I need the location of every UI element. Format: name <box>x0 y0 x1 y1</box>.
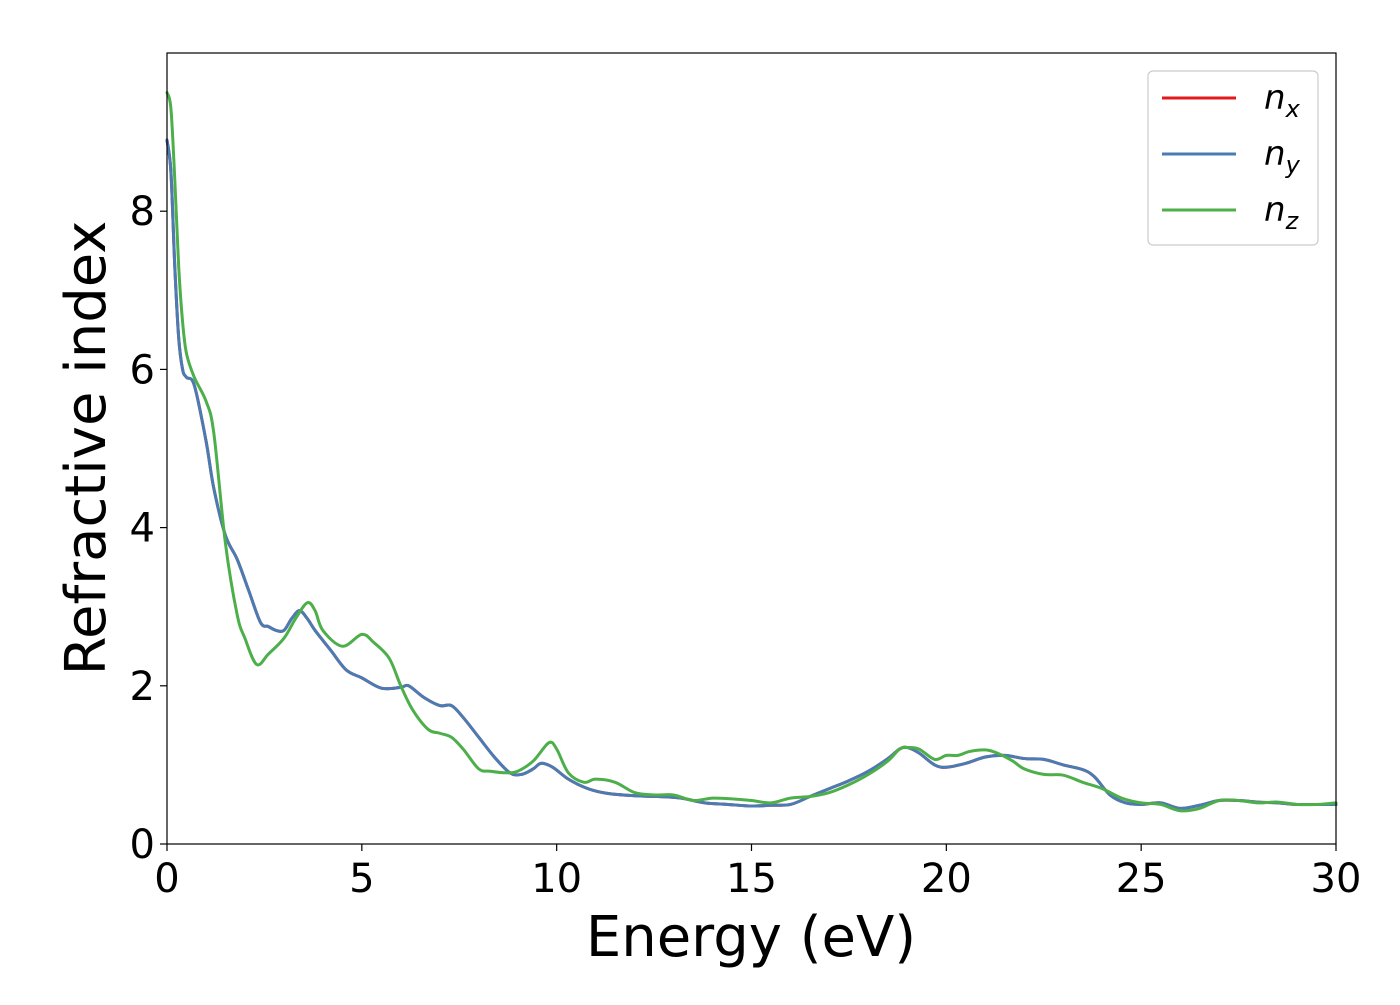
x-tick-label: 5 <box>349 856 374 902</box>
series-line-ny <box>165 138 1338 810</box>
x-tick-label: 0 <box>154 856 179 902</box>
x-axis: 0 5 10 15 20 25 30 <box>154 844 1361 902</box>
x-axis-title: Energy (eV) <box>586 905 916 970</box>
legend-label-nx: nx <box>1264 78 1301 123</box>
series-layer <box>165 91 1338 813</box>
y-axis: 0 2 4 6 8 <box>130 189 167 868</box>
y-tick-label: 8 <box>130 189 155 235</box>
x-tick-label: 25 <box>1116 856 1167 902</box>
legend-label-base: n <box>1264 78 1286 118</box>
legend-label-subscript: x <box>1285 95 1301 123</box>
y-tick-label: 6 <box>130 347 155 393</box>
x-tick-label: 10 <box>531 856 582 902</box>
x-tick-label: 15 <box>726 856 777 902</box>
y-tick-label: 2 <box>130 664 155 710</box>
legend-label-ny: ny <box>1264 134 1301 179</box>
plot-area <box>167 53 1336 844</box>
y-axis-title: Refractive index <box>54 221 119 676</box>
legend-label-nz: nz <box>1264 190 1300 235</box>
series-line-nz <box>165 91 1338 813</box>
y-tick-label: 4 <box>130 506 155 552</box>
y-tick-label: 0 <box>130 822 155 868</box>
x-tick-label: 20 <box>921 856 972 902</box>
legend-frame <box>1147 70 1319 246</box>
legend-label-base: n <box>1264 190 1286 230</box>
legend-label-subscript: y <box>1285 151 1301 179</box>
legend-label-base: n <box>1264 134 1286 174</box>
legend-label-subscript: z <box>1285 207 1300 235</box>
x-tick-label: 30 <box>1311 856 1362 902</box>
